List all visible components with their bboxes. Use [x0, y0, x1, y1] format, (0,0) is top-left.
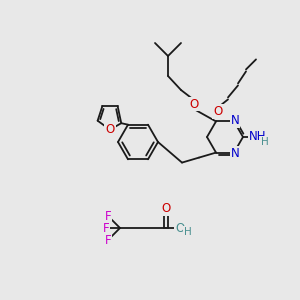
Text: F: F: [105, 209, 111, 223]
Text: O: O: [105, 123, 115, 136]
Text: N: N: [231, 147, 239, 160]
Text: H: H: [261, 137, 269, 147]
Text: O: O: [161, 202, 171, 215]
Text: F: F: [103, 221, 109, 235]
Text: H: H: [184, 227, 192, 237]
Text: NH: NH: [249, 130, 267, 142]
Text: O: O: [176, 221, 184, 235]
Text: F: F: [105, 233, 111, 247]
Text: O: O: [213, 105, 223, 118]
Text: N: N: [231, 114, 239, 127]
Text: O: O: [189, 98, 199, 110]
